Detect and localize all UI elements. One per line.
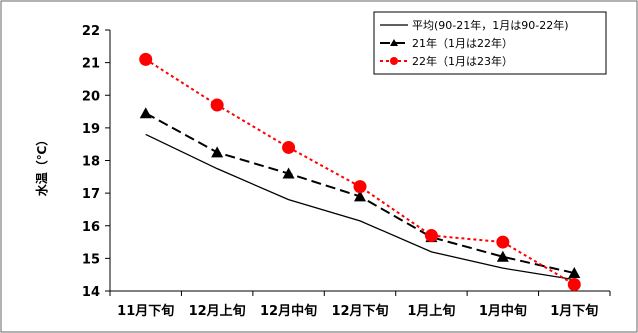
series-2-point [568,267,581,279]
x-tick-label: 12月中旬 [260,303,317,319]
legend-marker-2 [390,39,398,46]
y-tick-label: 17 [82,187,100,202]
y-tick-label: 18 [82,155,100,170]
series-3-point [139,52,153,66]
legend-label-3: 22年（1月は23年） [412,54,513,68]
y-axis-title: 水温（℃） [34,134,49,197]
series-3-point [353,180,367,194]
series-2-point [354,190,366,202]
series-3-point [424,229,438,243]
y-tick-label: 16 [82,220,100,235]
series-3-point [496,235,510,249]
y-tick-label: 20 [82,89,100,104]
series-2-point [139,107,152,119]
x-tick-label: 1月中旬 [479,303,527,319]
y-tick-label: 15 [82,252,100,267]
x-tick-label: 11月下旬 [117,303,174,319]
series-3-point [567,277,581,291]
series-2-point [282,167,295,179]
chart-marks: 14 15 16 17 18 19 20 21 22 11月下旬 12月上旬 12月中旬 12月下旬 1月… [82,11,611,319]
series-3-point [282,140,296,154]
y-tick-label: 19 [82,122,100,137]
series-3-point [210,98,224,112]
series-2-point [496,250,509,262]
legend-marker-3 [390,57,398,65]
x-tick-label: 1月上旬 [407,303,455,319]
series-2-point [211,146,224,158]
series-line-1 [145,133,575,281]
x-tick-label: 12月下旬 [331,303,388,319]
y-tick-label: 21 [82,57,100,72]
x-tick-label: 1月下旬 [550,303,598,319]
x-tick-label: 12月上旬 [189,303,246,319]
legend-label-2: 21年（1月は22年） [412,36,513,50]
y-tick-label: 22 [82,24,100,39]
legend-box [373,11,607,75]
legend-label-1: 平均(90-21年，1月は90-22年) [412,18,569,32]
y-tick-label: 14 [82,285,100,300]
